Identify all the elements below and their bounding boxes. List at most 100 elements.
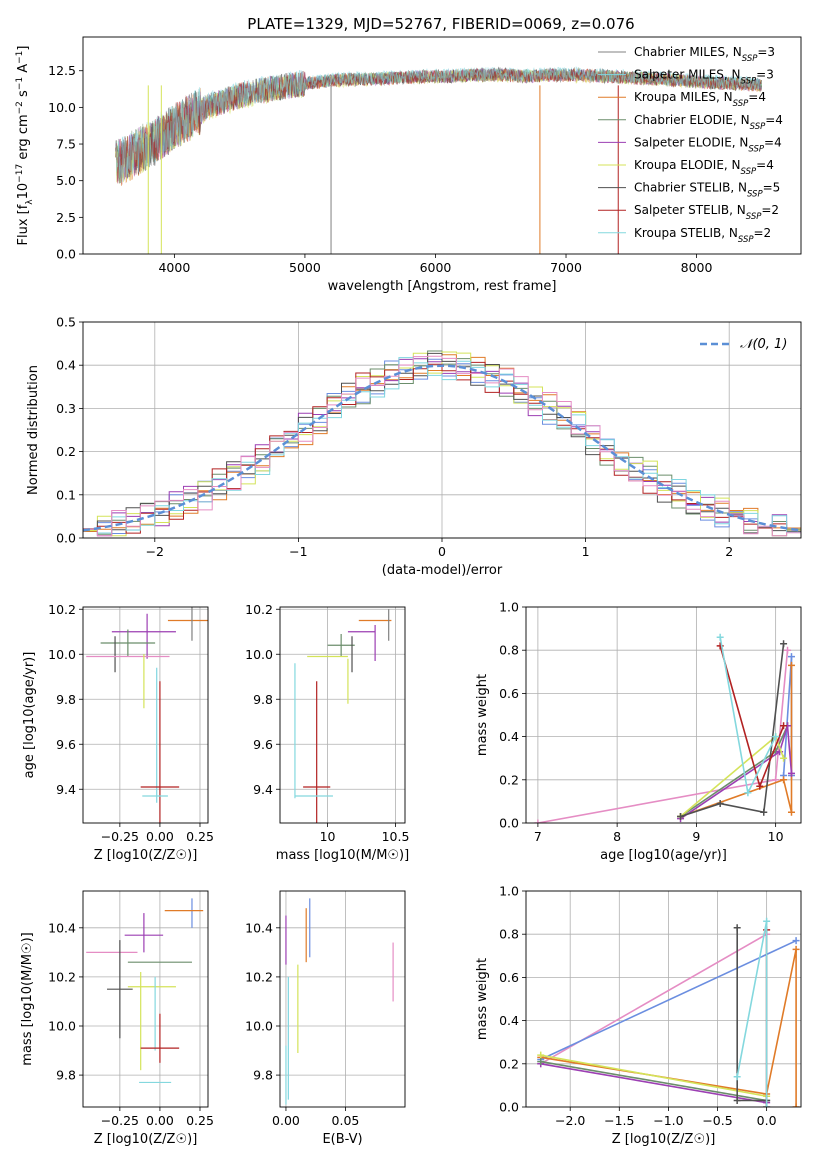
legend-text: =3 <box>756 68 774 82</box>
residuals-xtick-label: 1 <box>582 544 590 559</box>
mass-vs-z-xtick-label: 0.00 <box>146 1113 174 1128</box>
residuals-xlabel: (data-model)/error <box>382 563 503 578</box>
legend-text: Chabrier MILES, N <box>634 45 742 59</box>
spectrum-ylabel-part: A <box>16 64 31 77</box>
age-vs-z-xtick-label: 0.00 <box>146 829 174 844</box>
mass-weight-point-marker <box>716 800 724 808</box>
mass-weight-series-line <box>540 939 797 1061</box>
mass-vs-ebv-axes-frame <box>279 890 406 1108</box>
mass-vs-z-panel: −0.25 0.00 0.25 9.8 10.0 10.2 10.4 Z [log10(Z/Z… <box>20 890 214 1147</box>
mass-vs-ebv-xtick-label: 0.05 <box>332 1113 360 1128</box>
weight-vs-age-ytick-label: 0.2 <box>499 772 519 787</box>
legend-sub: SSP <box>741 77 757 87</box>
spectrum-panel: 4000 5000 6000 7000 8000 0.0 2.5 5.0 7.5 10.0 12.5… <box>15 36 802 294</box>
spectrum-legend-label: Kroupa MILES, NSSP=4 <box>634 90 766 109</box>
weight-vs-age-axes-frame <box>525 606 802 824</box>
residuals-ytick-label: 0.2 <box>56 444 76 459</box>
age-vs-z-errorbars <box>86 607 208 823</box>
residuals-ytick-label: 0.4 <box>56 358 76 373</box>
age-vs-z-ylabel: age [log10(age/yr)] <box>22 652 37 779</box>
age-vs-z-ytick-label: 9.4 <box>56 782 76 797</box>
mass-vs-z-xtick-label: −0.25 <box>101 1113 139 1128</box>
mass-weight-point-marker <box>780 754 788 762</box>
legend-text: Chabrier ELODIE, N <box>634 113 750 127</box>
mass-weight-point-marker <box>784 646 792 654</box>
weight-vs-age-xlabel: age [log10(age/yr)] <box>600 848 727 863</box>
age-vs-mass-xtick-label: 10.5 <box>382 829 410 844</box>
age-vs-z-ytick-label: 10.0 <box>48 647 76 662</box>
age-vs-mass-ytick-label: 9.6 <box>253 737 273 752</box>
spectrum-xtick-label: 6000 <box>420 260 452 275</box>
weight-vs-age-xtick-label: 8 <box>613 829 621 844</box>
mass-weight-point-marker <box>534 819 542 823</box>
mass-weight-series-line <box>540 1054 767 1097</box>
weight-vs-z-grid <box>526 890 801 1108</box>
legend-sub: SSP <box>747 190 763 200</box>
age-vs-mass-ytick-label: 9.8 <box>253 692 273 707</box>
mass-weight-point-marker <box>772 733 780 741</box>
weight-vs-age-xtick-label: 10 <box>768 829 784 844</box>
mass-vs-ebv-panel: 0.00 0.05 9.8 10.0 10.2 10.4 E(B-V) <box>245 890 406 1147</box>
legend-sub: SSP <box>748 144 764 154</box>
legend-text: Kroupa ELODIE, N <box>634 158 741 172</box>
spectrum-legend-label: Salpeter MILES, NSSP=3 <box>634 68 774 87</box>
mass-weight-point-marker <box>733 1073 741 1081</box>
weight-vs-age-ytick-label: 1.0 <box>499 600 519 615</box>
mass-weight-point-marker <box>733 1097 741 1105</box>
legend-text: Kroupa STELIB, N <box>634 226 738 240</box>
mass-vs-ebv-grid <box>280 891 405 1107</box>
spectrum-legend-label: Chabrier ELODIE, NSSP=4 <box>634 113 783 132</box>
age-vs-z-grid <box>83 607 208 823</box>
mass-weight-series-line <box>680 643 785 818</box>
spectrum-xtick-label: 4000 <box>158 260 190 275</box>
figure-title: PLATE=1329, MJD=52767, FIBERID=0069, z=0… <box>247 15 634 33</box>
mass-weight-series-line <box>540 1063 767 1104</box>
legend-text: =4 <box>748 90 766 104</box>
spectrum-ylabel-part: 10 <box>16 183 31 200</box>
weight-vs-age-ytick-label: 0.4 <box>499 729 519 744</box>
weight-vs-age-ylabel: mass weight <box>475 674 490 756</box>
weight-vs-z-xtick-label: 0.0 <box>757 1113 777 1128</box>
residuals-xtick-label: 0 <box>438 544 446 559</box>
mass-weight-point-marker <box>756 782 764 790</box>
mass-weight-series-line <box>680 725 793 820</box>
legend-text: =4 <box>764 135 782 149</box>
age-vs-z-xlabel: Z [log10(Z/Z☉)] <box>94 848 198 863</box>
spectrum-xtick-label: 5000 <box>289 260 321 275</box>
age-vs-z-axes-frame <box>82 606 209 824</box>
legend-text: =2 <box>754 226 772 240</box>
legend-text: Salpeter MILES, N <box>634 68 741 82</box>
weight-vs-age-ytick-label: 0.8 <box>499 643 519 658</box>
mass-weight-point-marker <box>763 917 771 925</box>
weight-vs-z-xlabel: Z [log10(Z/Z☉)] <box>612 1132 716 1147</box>
legend-label: 𝒩(0, 1) <box>740 337 787 352</box>
spectrum-ylabel-part: erg cm <box>16 114 31 163</box>
residual-histogram-step <box>83 355 801 537</box>
legend-sub: SSP <box>733 99 749 109</box>
mass-vs-z-errorbars <box>86 898 204 1084</box>
mass-weight-point-marker <box>792 937 800 945</box>
residuals-axes-frame <box>82 321 802 539</box>
spectrum-xtick-label: 8000 <box>681 260 713 275</box>
mass-weight-series-line <box>719 637 777 796</box>
mass-vs-ebv-ytick-label: 10.4 <box>245 920 273 935</box>
spectrum-ylabel-part: λ <box>25 199 35 205</box>
mass-weight-point-marker <box>780 640 788 648</box>
weight-vs-z-ytick-label: 0.6 <box>499 970 519 985</box>
legend-text: =5 <box>763 181 781 195</box>
residuals-ytick-label: 0.1 <box>56 487 76 502</box>
spectrum-legend-label: Salpeter ELODIE, NSSP=4 <box>634 135 782 154</box>
mass-vs-z-ytick-label: 9.8 <box>56 1068 76 1083</box>
weight-vs-z-xtick-label: −0.5 <box>702 1113 732 1128</box>
residual-histograms <box>83 350 801 537</box>
mass-weight-point-marker <box>787 769 795 777</box>
legend-sub: SSP <box>738 235 754 245</box>
mass-vs-z-ytick-label: 10.4 <box>48 920 76 935</box>
weight-vs-z-ytick-label: 1.0 <box>499 884 519 899</box>
age-vs-mass-ytick-label: 10.0 <box>245 647 273 662</box>
mass-weight-point-marker <box>537 1051 545 1059</box>
age-vs-z-ytick-label: 9.8 <box>56 692 76 707</box>
age-vs-z-panel: −0.25 0.00 0.25 9.4 9.6 9.8 10.0 10.2 Z [log10(Z… <box>22 602 214 863</box>
mass-weight-point-marker <box>780 722 788 730</box>
mass-vs-ebv-ytick-label: 10.0 <box>245 1019 273 1034</box>
